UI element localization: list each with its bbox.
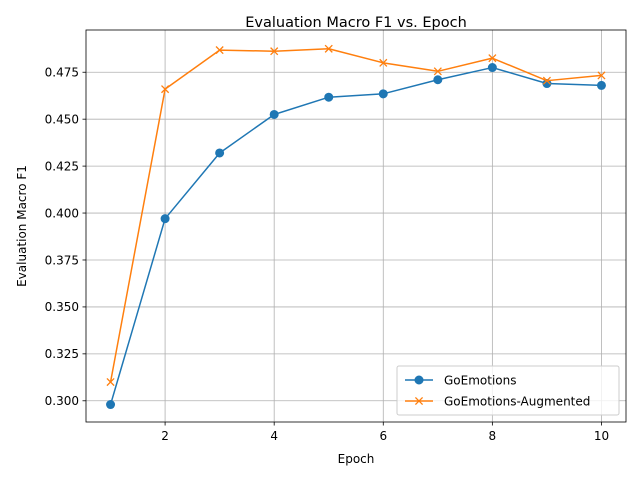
y-tick-label: 0.400 xyxy=(45,206,79,220)
data-point xyxy=(269,109,279,119)
data-point xyxy=(160,214,170,224)
legend-label: GoEmotions-Augmented xyxy=(444,394,590,408)
x-tick-label: 10 xyxy=(594,429,609,443)
legend-marker xyxy=(414,396,424,406)
data-point xyxy=(487,63,497,73)
y-tick-label: 0.325 xyxy=(45,347,79,361)
data-point xyxy=(379,58,388,67)
x-tick-label: 8 xyxy=(489,429,497,443)
series-goemotions xyxy=(106,63,606,410)
data-point xyxy=(488,54,497,63)
data-point xyxy=(324,44,333,53)
y-tick-label: 0.350 xyxy=(45,300,79,314)
data-point xyxy=(215,148,225,158)
legend-label: GoEmotions xyxy=(444,373,517,387)
x-axis-label: Epoch xyxy=(338,452,375,466)
data-point xyxy=(324,92,334,102)
data-point xyxy=(270,47,279,56)
series-line xyxy=(109,48,602,383)
data-point xyxy=(433,67,442,76)
plot-frame xyxy=(85,29,627,423)
y-tick-label: 0.375 xyxy=(45,253,79,267)
y-tick-label: 0.425 xyxy=(45,159,79,173)
legend-marker xyxy=(414,375,424,385)
data-point xyxy=(106,400,116,410)
data-point xyxy=(596,80,606,90)
x-tick-label: 2 xyxy=(161,429,169,443)
data-point xyxy=(542,76,551,85)
series-goemotions-augmented xyxy=(106,44,606,387)
data-point xyxy=(542,79,552,89)
data-point xyxy=(106,377,115,387)
grid xyxy=(86,30,626,422)
data-point xyxy=(378,89,388,99)
y-tick-label: 0.300 xyxy=(45,394,79,408)
ticks: 2 4 6 8 10 0.300 0.325 0.350 0.375 0.400 0.425 0.45… xyxy=(45,66,609,443)
chart-title: Evaluation Macro F1 vs. Epoch xyxy=(245,15,467,31)
data-point xyxy=(597,71,606,80)
legend-item: GoEmotions-Augmented xyxy=(405,394,590,408)
legend-box xyxy=(396,365,620,416)
data-point xyxy=(215,46,224,55)
legend: GoEmotions GoEmotions-Augmented xyxy=(396,365,620,416)
x-tick-label: 6 xyxy=(379,429,387,443)
data-point xyxy=(161,85,170,94)
data-point xyxy=(433,75,443,85)
y-tick-label: 0.475 xyxy=(45,66,79,80)
series-layer xyxy=(106,44,606,410)
y-tick-label: 0.450 xyxy=(45,112,79,126)
y-axis-label: Evaluation Macro F1 xyxy=(15,165,29,287)
legend-item: GoEmotions xyxy=(405,373,517,387)
series-line xyxy=(109,66,602,405)
x-tick-label: 4 xyxy=(270,429,278,443)
